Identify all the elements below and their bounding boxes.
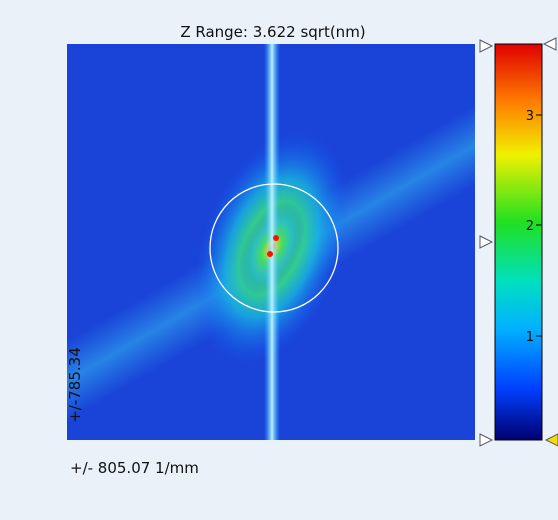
colorbar-tick-label: 1 (526, 330, 534, 345)
colorbar-tick-label: 3 (526, 109, 534, 124)
colorbar (494, 43, 543, 441)
colorbar-ticks (536, 114, 542, 337)
x-label: +/- 805.07 1/mm (70, 459, 199, 477)
min-handle[interactable] (479, 433, 494, 447)
mid-handle[interactable] (479, 235, 494, 249)
top-handle[interactable] (542, 37, 557, 51)
colorbar-tick-label: 2 (526, 219, 534, 234)
fft-image (67, 44, 475, 440)
y-label: +/-785.34 (66, 347, 84, 423)
title: Z Range: 3.622 sqrt(nm) (180, 23, 365, 41)
bottom-handle[interactable] (544, 433, 558, 447)
slider-handles[interactable] (479, 37, 558, 447)
max-handle[interactable] (479, 39, 494, 53)
